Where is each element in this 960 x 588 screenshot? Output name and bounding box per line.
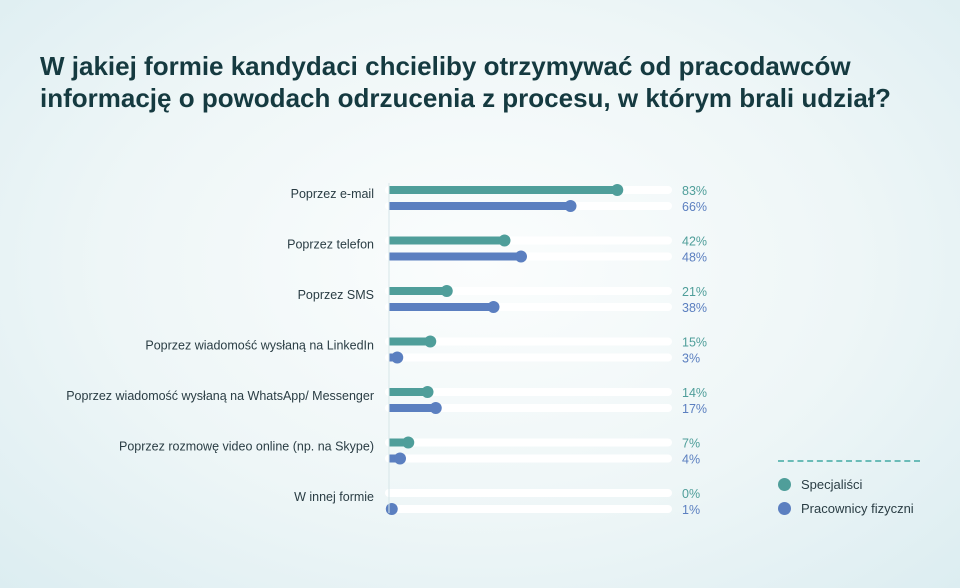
value-label-pracownicy-cat-1: 48%: [682, 251, 707, 265]
value-label-pracownicy-cat-5: 4%: [682, 453, 700, 467]
category-label-cat-6: W innej formie: [294, 490, 374, 504]
bar-end-dot-specjalisci-cat-4: [421, 386, 434, 398]
value-label-specjalisci-cat-6: 0%: [682, 487, 700, 501]
legend-label-pracownicy: Pracownicy fizyczni: [801, 500, 914, 516]
bar-end-dot-specjalisci-cat-0: [611, 184, 624, 196]
bar-end-dot-pracownicy-cat-0: [564, 200, 577, 212]
bar-end-dot-pracownicy-cat-2: [487, 301, 500, 313]
legend-dot-pracownicy: [778, 501, 791, 515]
legend-divider: [778, 460, 920, 462]
value-label-specjalisci-cat-3: 15%: [682, 336, 707, 350]
category-label-cat-2: Poprzez SMS: [298, 288, 374, 302]
value-label-pracownicy-cat-0: 66%: [682, 200, 707, 214]
value-label-pracownicy-cat-4: 17%: [682, 402, 707, 416]
value-label-specjalisci-cat-0: 83%: [682, 184, 707, 198]
bar-end-dot-specjalisci-cat-2: [440, 285, 453, 297]
category-label-cat-5: Poprzez rozmowę video online (np. na Sky…: [119, 440, 374, 454]
category-label-cat-0: Poprzez e-mail: [291, 187, 374, 201]
value-label-specjalisci-cat-5: 7%: [682, 437, 700, 451]
bar-end-dot-specjalisci-cat-1: [498, 234, 511, 247]
bar-end-dot-specjalisci-cat-3: [424, 335, 437, 348]
bar-specjalisci-cat-2: [389, 287, 447, 295]
bar-end-dot-pracownicy-cat-1: [515, 250, 527, 263]
bar-specjalisci-cat-1: [389, 236, 505, 245]
value-label-specjalisci-cat-4: 14%: [682, 386, 707, 400]
category-label-cat-4: Poprzez wiadomość wysłaną na WhatsApp/ M…: [66, 389, 374, 403]
bar-pracownicy-cat-1: [389, 252, 521, 261]
bar-specjalisci-cat-3: [389, 337, 431, 346]
value-label-pracownicy-cat-6: 1%: [682, 503, 700, 517]
category-label-cat-3: Poprzez wiadomość wysłaną na LinkedIn: [145, 339, 374, 353]
bar-end-dot-pracownicy-cat-6: [385, 503, 398, 515]
legend-label-specjalisci: Specjaliści: [801, 476, 863, 492]
bar-specjalisci-cat-0: [389, 186, 618, 194]
bar-end-dot-pracownicy-cat-5: [394, 452, 406, 465]
bar-pracownicy-cat-4: [389, 404, 436, 412]
legend-item-specjalisci: Specjaliści: [778, 475, 862, 493]
title-line-2: informację o powodach odrzucenia z proce…: [40, 83, 891, 113]
legend-dot-specjalisci: [778, 477, 791, 491]
bar-end-dot-pracownicy-cat-3: [391, 351, 404, 364]
bar-specjalisci-cat-5: [389, 438, 409, 447]
chart-title: W jakiej formie kandydaci chcieliby otrz…: [40, 50, 920, 114]
bar-pracownicy-cat-0: [389, 202, 571, 210]
bar-end-dot-specjalisci-cat-5: [402, 436, 415, 449]
title-line-1: W jakiej formie kandydaci chcieliby otrz…: [40, 51, 851, 81]
value-label-pracownicy-cat-3: 3%: [682, 352, 700, 366]
value-label-specjalisci-cat-2: 21%: [682, 285, 707, 299]
value-label-pracownicy-cat-2: 38%: [682, 301, 707, 315]
category-label-cat-1: Poprzez telefon: [287, 238, 374, 252]
legend-item-pracownicy: Pracownicy fizyczni: [778, 499, 914, 517]
bar-specjalisci-cat-4: [389, 388, 428, 396]
bar-pracownicy-cat-2: [389, 303, 494, 311]
bar-end-dot-pracownicy-cat-4: [429, 402, 442, 414]
value-label-specjalisci-cat-1: 42%: [682, 235, 707, 249]
